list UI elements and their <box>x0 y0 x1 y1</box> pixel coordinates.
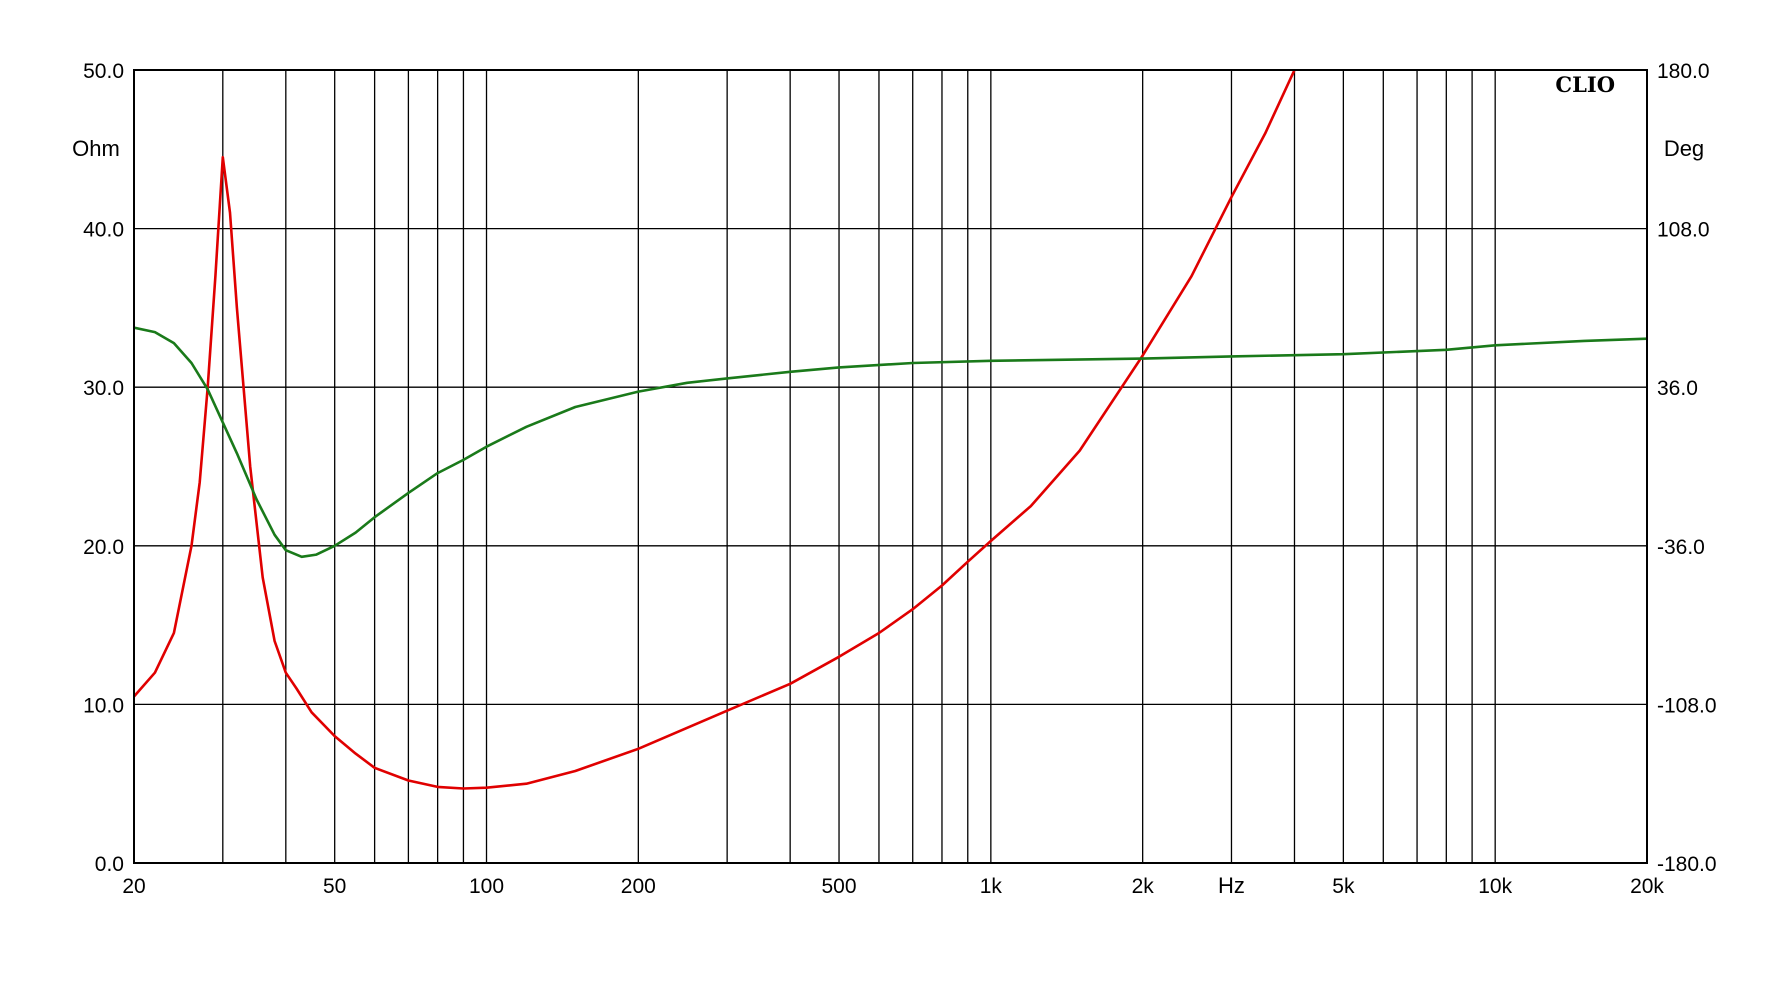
y-left-tick-label: 20.0 <box>83 536 124 559</box>
y-right-unit-label: Deg <box>1664 136 1704 161</box>
x-tick-label: 1k <box>980 875 1003 898</box>
y-right-tick-label: 108.0 <box>1657 219 1710 242</box>
y-right-tick-label: -36.0 <box>1657 536 1705 559</box>
y-right-tick-label: -180.0 <box>1657 853 1717 876</box>
x-tick-label: 200 <box>621 875 656 898</box>
y-left-tick-label: 40.0 <box>83 219 124 242</box>
y-right-tick-labels: -180.0 -108.0 -36.0 36.0 108.0 180.0 <box>1657 60 1717 876</box>
y-right-tick-label: -108.0 <box>1657 694 1717 717</box>
clio-brand-label: CLIO <box>1555 72 1615 97</box>
plot-frame <box>133 69 1648 864</box>
plot-area <box>134 70 1647 863</box>
y-left-unit-label: Ohm <box>72 136 120 161</box>
y-left-tick-labels: 0.0 10.0 20.0 30.0 40.0 50.0 <box>83 60 124 876</box>
x-gridlines <box>222 70 1496 863</box>
y-left-tick-label: 0.0 <box>95 853 124 876</box>
x-tick-label: 500 <box>822 875 857 898</box>
y-right-tick-label: 36.0 <box>1657 377 1698 400</box>
x-unit-label: Hz <box>1218 873 1245 898</box>
x-tick-label: 10k <box>1478 875 1512 898</box>
x-tick-label: 50 <box>323 875 346 898</box>
x-tick-label: 2k <box>1132 875 1155 898</box>
x-tick-label: 5k <box>1332 875 1355 898</box>
x-tick-label: 20 <box>122 875 145 898</box>
series-layer <box>134 70 1647 790</box>
y-right-tick-label: 180.0 <box>1657 60 1710 83</box>
y-left-tick-label: 50.0 <box>83 60 124 83</box>
y-left-tick-label: 10.0 <box>83 694 124 717</box>
x-tick-label: 20k <box>1630 875 1664 898</box>
x-tick-label: 100 <box>469 875 504 898</box>
impedance-curve <box>134 70 1296 790</box>
phase-curve <box>134 326 1647 559</box>
y-left-tick-label: 30.0 <box>83 377 124 400</box>
x-tick-labels: 20 50 100 200 500 1k 2k 5k 10k 20k <box>122 875 1664 898</box>
